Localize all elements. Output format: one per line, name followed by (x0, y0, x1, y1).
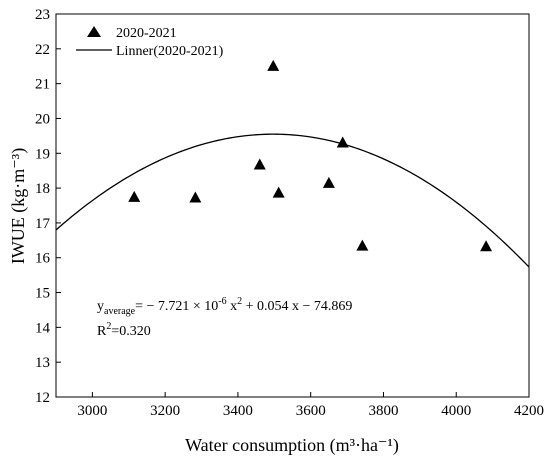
legend-marker-triangle (87, 26, 101, 37)
legend-label-series: 2020-2021 (116, 26, 177, 41)
x-axis-title: Water consumption (m³·ha⁻¹) (185, 435, 399, 456)
y-tick-label: 20 (35, 111, 50, 127)
data-point-triangle (267, 59, 280, 71)
x-tick-label: 3600 (296, 403, 326, 419)
y-tick-label: 16 (35, 251, 51, 267)
y-tick-label: 13 (35, 355, 50, 371)
y-tick-label: 23 (35, 7, 50, 23)
equation-text: yaverage= − 7.721 × 10-6 x2 + 0.054 x − … (97, 296, 352, 317)
points-layer (128, 59, 493, 252)
data-point-triangle (128, 190, 141, 202)
eq-subscript: average (104, 306, 136, 317)
eq-body-1: = − 7.721 × 10 (135, 299, 218, 314)
eq-exp-1: -6 (218, 296, 226, 307)
x-tick-label: 3400 (223, 403, 253, 419)
eq-body-3: + 0.054 x − 74.869 (242, 299, 352, 314)
y-tick-label: 19 (35, 146, 50, 162)
data-point-triangle (253, 158, 266, 170)
x-tick-label: 3000 (77, 403, 107, 419)
y-tick-label: 18 (35, 181, 50, 197)
y-tick-label: 14 (35, 320, 51, 336)
data-point-triangle (480, 240, 493, 252)
x-tick-label: 3800 (368, 403, 398, 419)
r2-prefix: R (97, 324, 107, 339)
r2-value: =0.320 (111, 324, 150, 339)
y-tick-label: 22 (35, 42, 50, 58)
data-point-triangle (189, 191, 202, 203)
eq-prefix: y (97, 299, 104, 314)
eq-body-2: x (227, 299, 238, 314)
data-point-triangle (322, 176, 335, 188)
eq-exp-2: 2 (237, 296, 242, 307)
legend: 2020-2021 Linner(2020-2021) (76, 26, 224, 59)
data-point-triangle (356, 239, 369, 251)
r2-exp: 2 (106, 321, 111, 332)
plot-area: 3000 3200 3400 3600 3800 4000 4200 12131415161… (35, 7, 544, 419)
y-axis-title: IWUE (kg·m⁻³) (8, 148, 29, 264)
y-tick-label: 17 (35, 216, 51, 232)
y-axis-ticks: 12 13 14 15 16 17 18 19 20 21 22 23 (35, 7, 61, 406)
x-tick-label: 3200 (150, 403, 180, 419)
plot-frame (55, 13, 530, 398)
y-tick-label: 12 (35, 390, 50, 406)
fit-curve (55, 133, 530, 268)
fit-layer (55, 133, 530, 268)
equation-annotation: yaverage= − 7.721 × 10-6 x2 + 0.054 x − … (97, 296, 352, 339)
data-point-triangle (272, 186, 285, 198)
y-tick-label: 21 (35, 77, 50, 93)
x-axis-ticks: 3000 3200 3400 3600 3800 4000 4200 (77, 392, 544, 419)
y-tick-label: 15 (35, 286, 50, 302)
legend-label-fit: Linner(2020-2021) (116, 44, 224, 59)
x-tick-label: 4200 (514, 403, 544, 419)
r2-text: R2=0.320 (97, 321, 151, 339)
x-tick-label: 4000 (441, 403, 471, 419)
data-point-triangle (336, 136, 349, 148)
